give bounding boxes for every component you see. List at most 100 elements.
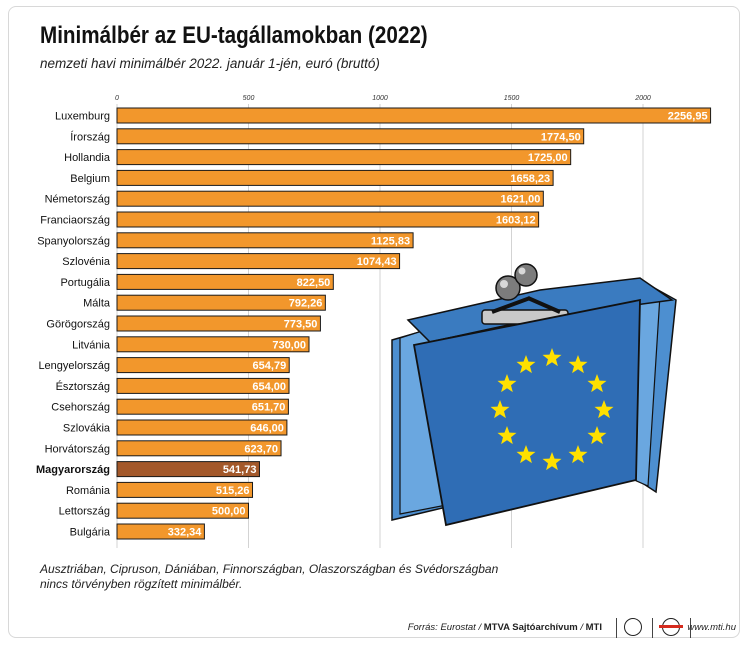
- value-label: 730,00: [272, 339, 306, 351]
- eu-star-icon: [542, 452, 562, 471]
- value-label: 792,26: [289, 298, 323, 310]
- bar: [116, 190, 544, 207]
- category-label: Románia: [66, 485, 111, 497]
- eu-star-icon: [568, 355, 588, 374]
- bar-row: Horvátország 623,70: [45, 440, 282, 457]
- bar: [116, 253, 401, 270]
- chart-title: Minimálbér az EU-tagállamokban (2022): [40, 22, 428, 49]
- bar: [116, 149, 572, 166]
- category-label: Belgium: [70, 173, 110, 185]
- bar: [116, 107, 712, 124]
- value-label: 1125,83: [371, 235, 410, 247]
- category-label: Észtország: [56, 380, 110, 393]
- x-axis-ticks: 0 500 1000 1500 2000: [115, 95, 651, 102]
- bars: Luxemburg 2256,95 Írország 1774,50 Hollandia…: [36, 107, 712, 540]
- category-label: Hollandia: [64, 152, 111, 164]
- bar-row: Belgium 1658,23: [70, 169, 554, 186]
- eu-purse-illustration: [391, 263, 677, 527]
- bar: [116, 232, 414, 249]
- value-label: 1074,43: [357, 256, 397, 268]
- bar-row: Franciaország 1603,12: [40, 211, 540, 228]
- eu-star-icon: [516, 355, 536, 374]
- bar-row: Portugália 822,50: [60, 273, 334, 290]
- bar-row: Spanyolország 1125,83: [37, 232, 414, 249]
- category-label: Lettország: [59, 506, 110, 518]
- value-label: 1658,23: [510, 173, 550, 185]
- category-label: Portugália: [60, 277, 110, 289]
- value-label: 515,26: [216, 485, 250, 497]
- eu-star-icon: [542, 348, 562, 367]
- category-label: Magyarország: [36, 464, 110, 476]
- bar: [116, 502, 249, 519]
- bar: [116, 273, 334, 290]
- bar-row: Németország 1621,00: [45, 190, 544, 207]
- bar: [116, 315, 321, 332]
- bar: [116, 461, 260, 478]
- category-label: Szlovákia: [63, 423, 111, 435]
- bar-chart: 0 500 1000 1500 2000 Luxemburg 2256,95 Írorszá…: [36, 95, 712, 548]
- chart-subtitle: nemzeti havi minimálbér 2022. január 1-j…: [40, 56, 380, 71]
- x-tick-label: 1000: [372, 95, 388, 102]
- eu-star-icon: [490, 400, 510, 419]
- x-tick-label: 2000: [634, 95, 651, 102]
- value-label: 1725,00: [528, 152, 568, 164]
- value-label: 646,00: [250, 423, 284, 435]
- category-label: Németország: [45, 194, 110, 206]
- category-label: Bulgária: [70, 527, 111, 539]
- value-label: 773,50: [284, 319, 318, 331]
- bar-row: Szlovénia 1074,43: [62, 253, 401, 270]
- bar-row: Csehország 651,70: [51, 398, 289, 415]
- bar: [116, 211, 540, 228]
- bar-row: Görögország 773,50: [46, 315, 321, 332]
- bar-row: Málta 792,26: [83, 294, 326, 311]
- value-label: 654,79: [253, 360, 287, 372]
- bar: [116, 481, 254, 498]
- bar-row: Bulgária 332,34: [70, 523, 205, 540]
- category-label: Szlovénia: [62, 256, 111, 268]
- value-label: 1774,50: [541, 131, 581, 143]
- mti-logo-icon: [659, 618, 683, 636]
- value-label: 332,34: [168, 527, 203, 539]
- bar-row: Litvánia 730,00: [72, 336, 310, 353]
- bar: [116, 294, 326, 311]
- category-label: Írország: [70, 130, 110, 143]
- website-link[interactable]: www.mti.hu: [687, 622, 736, 633]
- eu-star-icon: [568, 445, 588, 464]
- bar-row: Románia 515,26: [66, 481, 254, 498]
- value-label: 822,50: [297, 277, 331, 289]
- value-label: 651,70: [252, 402, 286, 414]
- eu-star-icon: [594, 400, 614, 419]
- category-label: Görögország: [46, 319, 110, 331]
- value-label: 1603,12: [496, 215, 536, 227]
- bar-row: Lengyelország 654,79: [38, 357, 290, 374]
- bar-row: Hollandia 1725,00: [64, 149, 572, 166]
- bar: [116, 169, 554, 186]
- x-tick-label: 0: [115, 95, 119, 102]
- value-label: 500,00: [212, 506, 246, 518]
- clasp-knob-right: [514, 263, 538, 287]
- footer: Forrás: Eurostat / MTVA Sajtóarchívum / …: [0, 618, 750, 640]
- bar-row: Lettország 500,00: [59, 502, 249, 519]
- category-label: Málta: [83, 298, 111, 310]
- bar: [116, 128, 585, 145]
- value-label: 654,00: [252, 381, 286, 393]
- bar: [116, 398, 289, 415]
- bar-row: Szlovákia 646,00: [63, 419, 288, 436]
- value-label: 623,70: [244, 443, 278, 455]
- bar-row: Magyarország 541,73: [36, 461, 260, 478]
- category-label: Horvátország: [45, 443, 110, 455]
- bar: [116, 440, 282, 457]
- mtva-logo-icon: [624, 618, 642, 636]
- eu-star-icon: [497, 374, 517, 393]
- source-credit: Forrás: Eurostat / MTVA Sajtóarchívum / …: [407, 622, 602, 633]
- value-label: 541,73: [223, 464, 257, 476]
- category-label: Csehország: [51, 402, 110, 414]
- value-label: 1621,00: [501, 194, 541, 206]
- footer-divider: [616, 618, 617, 638]
- category-label: Luxemburg: [55, 111, 110, 123]
- category-label: Litvánia: [72, 339, 111, 351]
- value-label: 2256,95: [668, 111, 708, 123]
- category-label: Franciaország: [40, 215, 110, 227]
- bar: [116, 377, 290, 394]
- bar-row: Luxemburg 2256,95: [55, 107, 712, 124]
